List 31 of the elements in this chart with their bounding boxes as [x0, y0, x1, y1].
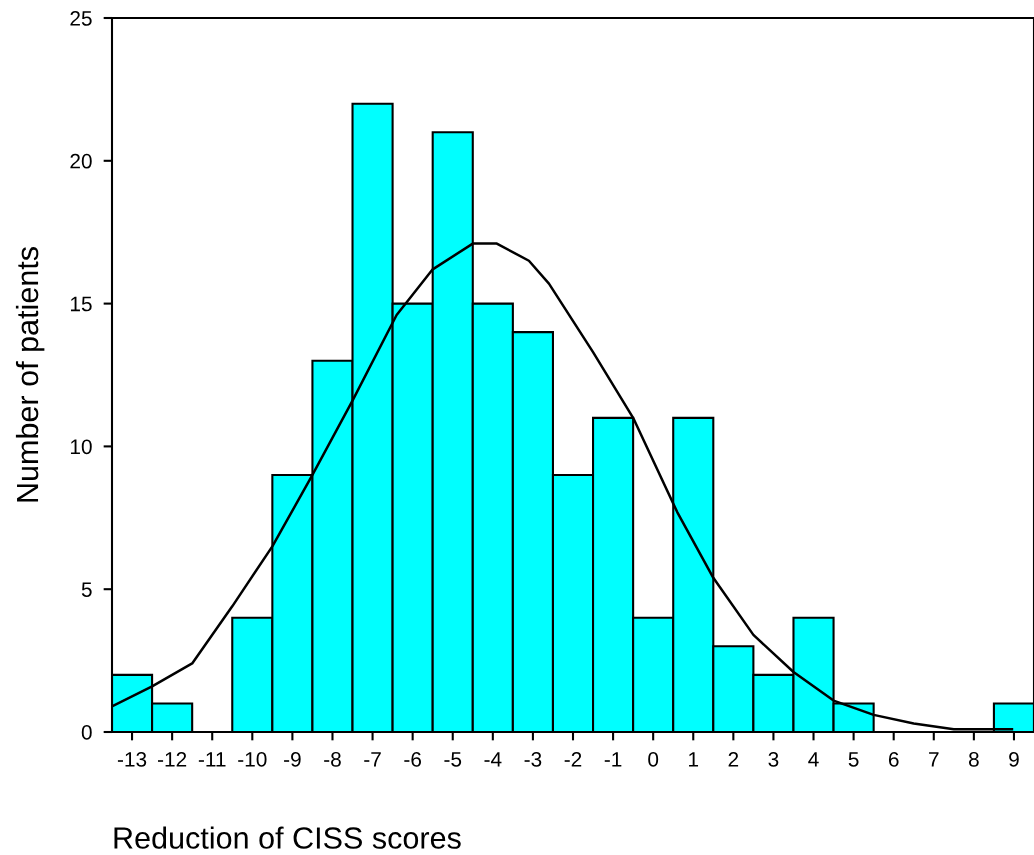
y-tick-label: 25 — [70, 11, 92, 26]
x-tick-label: -9 — [284, 751, 301, 767]
x-tick-label: 8 — [968, 751, 979, 767]
x-tick-label: 2 — [728, 751, 739, 767]
x-tick-label: -10 — [238, 751, 267, 767]
x-tick-label: 1 — [689, 752, 699, 767]
x-tick-label: 0 — [648, 751, 659, 767]
y-axis-title: Number of patients — [15, 247, 45, 502]
x-tick-label: 4 — [808, 752, 819, 767]
x-tick-label: -4 — [484, 752, 502, 767]
y-tick-label: 5 — [81, 582, 92, 597]
x-tick-label: -5 — [444, 752, 462, 767]
y-tick-label: 20 — [70, 153, 92, 169]
y-tick-label: 15 — [70, 296, 92, 312]
x-tick-label: 7 — [929, 752, 939, 767]
x-tick-label: -6 — [404, 751, 421, 767]
x-tick-label: -8 — [324, 751, 341, 767]
x-tick-label: -2 — [564, 751, 582, 767]
y-tick-label: 10 — [70, 439, 92, 455]
x-tick-label: -3 — [524, 751, 542, 767]
x-axis-title: Reduction of CISS scores — [114, 826, 461, 849]
x-tick-label: -12 — [158, 751, 187, 767]
x-tick-label: 9 — [1009, 751, 1019, 767]
x-tick-label: -1 — [604, 752, 622, 767]
x-tick-label: 6 — [888, 751, 899, 767]
x-tick-label: -13 — [117, 751, 147, 767]
x-tick-label: -7 — [364, 752, 381, 767]
x-tick-label: 3 — [768, 751, 779, 767]
y-tick-label: 0 — [81, 725, 92, 740]
x-tick-label: -11 — [198, 752, 226, 767]
x-tick-label: 5 — [848, 752, 859, 767]
